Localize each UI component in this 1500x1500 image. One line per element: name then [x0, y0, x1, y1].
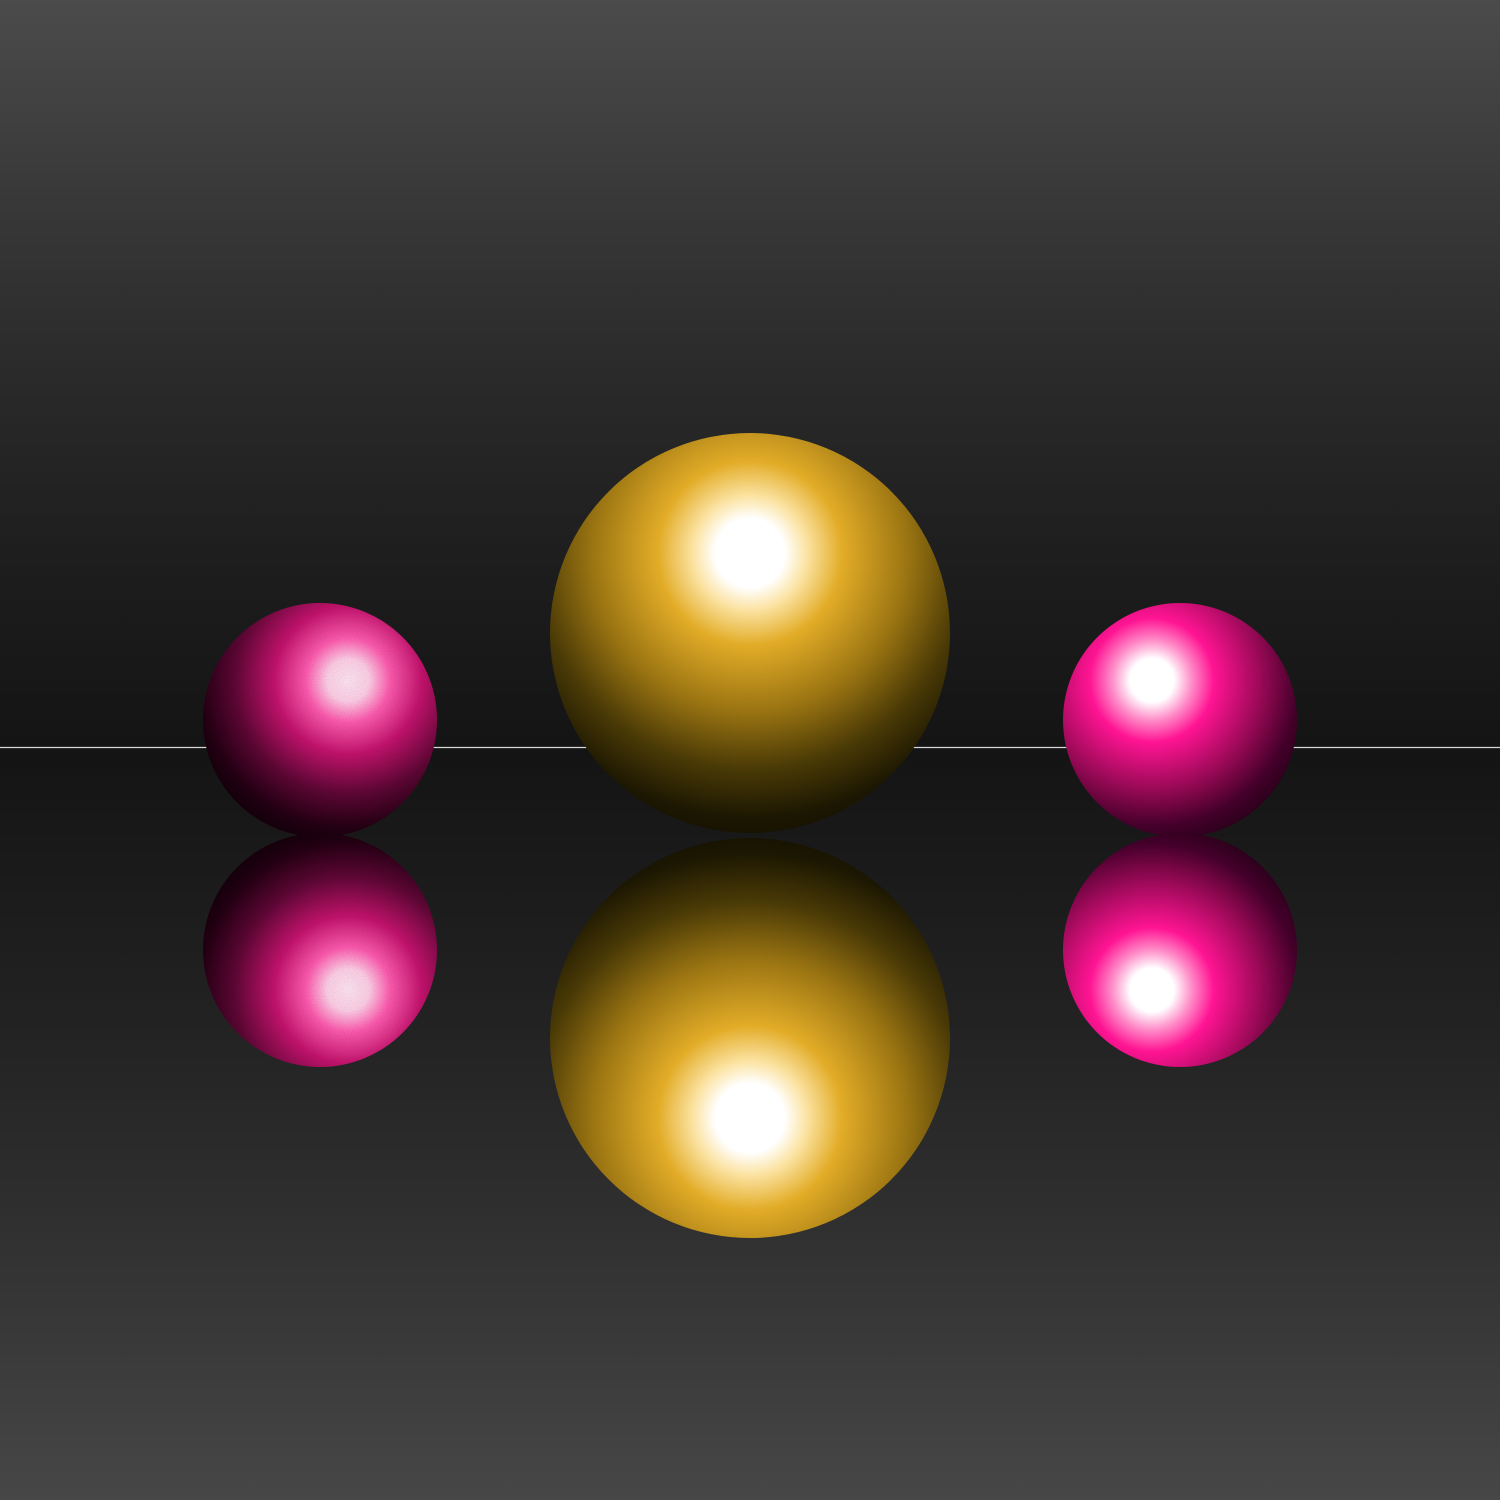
- sphere-center-reflection: [550, 838, 950, 1238]
- sphere-left: [203, 603, 437, 837]
- sphere-right: [1063, 603, 1297, 837]
- sphere-left-reflection: [203, 833, 437, 1067]
- sphere-center: [550, 433, 950, 833]
- sphere-right-reflection: [1063, 833, 1297, 1067]
